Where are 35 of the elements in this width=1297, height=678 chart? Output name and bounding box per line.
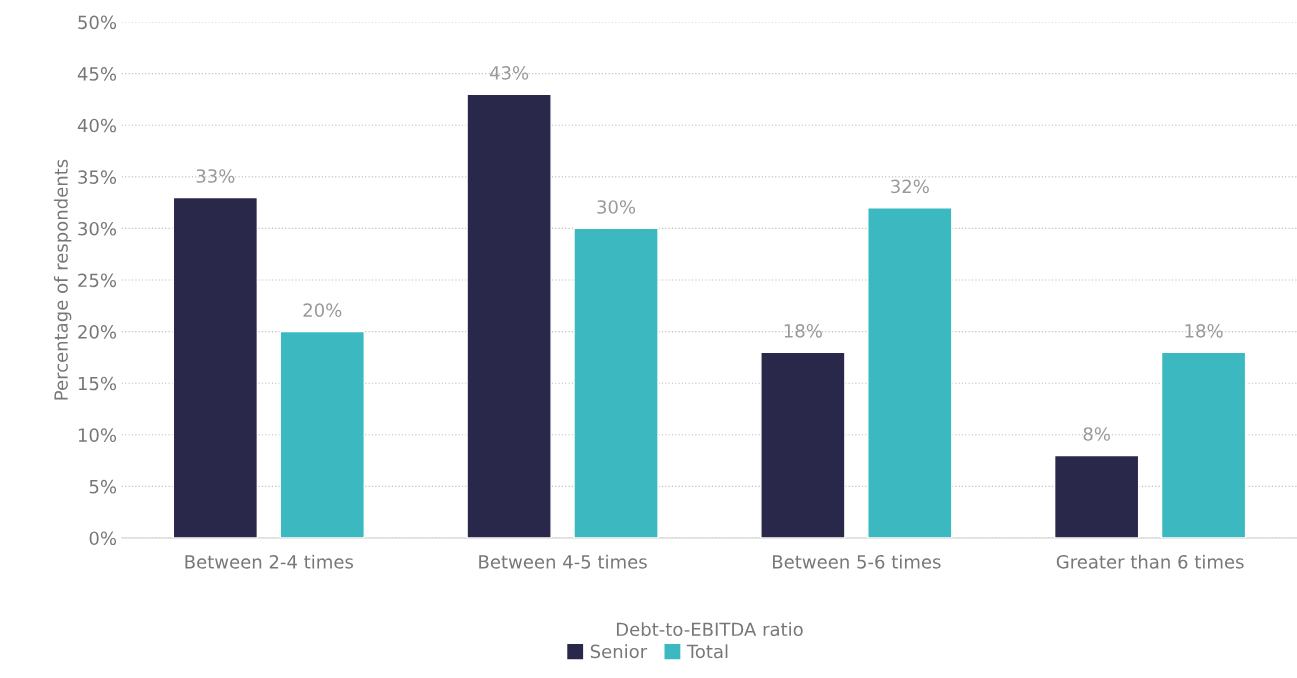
y-tick-label: 15% — [78, 376, 117, 391]
data-label: 18% — [784, 323, 822, 338]
bar — [279, 330, 365, 538]
data-label: 30% — [597, 200, 636, 214]
data-label: 18% — [1185, 323, 1223, 338]
y-tick-label: 20% — [78, 325, 117, 339]
bar — [1053, 454, 1140, 538]
bar — [760, 351, 846, 538]
y-tick-label: 10% — [78, 428, 117, 442]
x-tick-label: Between 2-4 times — [185, 554, 354, 569]
y-tick-label: 40% — [77, 118, 117, 133]
data-label: 33% — [196, 169, 235, 183]
bar — [867, 207, 953, 538]
y-tick-label: 45% — [77, 67, 117, 81]
bar — [1160, 351, 1247, 538]
y-tick-label: 5% — [89, 479, 117, 494]
bar — [172, 196, 259, 538]
data-label: 43% — [489, 66, 529, 80]
data-label: 8% — [1083, 427, 1110, 441]
bar — [573, 227, 659, 538]
y-tick-label: 25% — [78, 273, 117, 288]
legend-label: Senior — [590, 644, 648, 659]
legend-label: Total — [686, 644, 728, 659]
x-tick-label: Between 4-5 times — [479, 554, 647, 569]
x-axis-title: Debt-to-EBITDA ratio — [616, 622, 803, 637]
y-tick-label: 30% — [78, 221, 117, 236]
y-tick-label: 0% — [89, 531, 117, 546]
bar — [466, 93, 552, 538]
x-tick-label: Between 5-6 times — [773, 554, 941, 569]
data-label: 32% — [891, 179, 929, 194]
data-label: 20% — [303, 303, 342, 317]
y-tick-label: 50% — [78, 15, 117, 30]
y-axis-title: Percentage of respondents — [53, 159, 72, 400]
x-tick-label: Greater than 6 times — [1056, 554, 1244, 569]
y-tick-label: 35% — [78, 170, 117, 184]
